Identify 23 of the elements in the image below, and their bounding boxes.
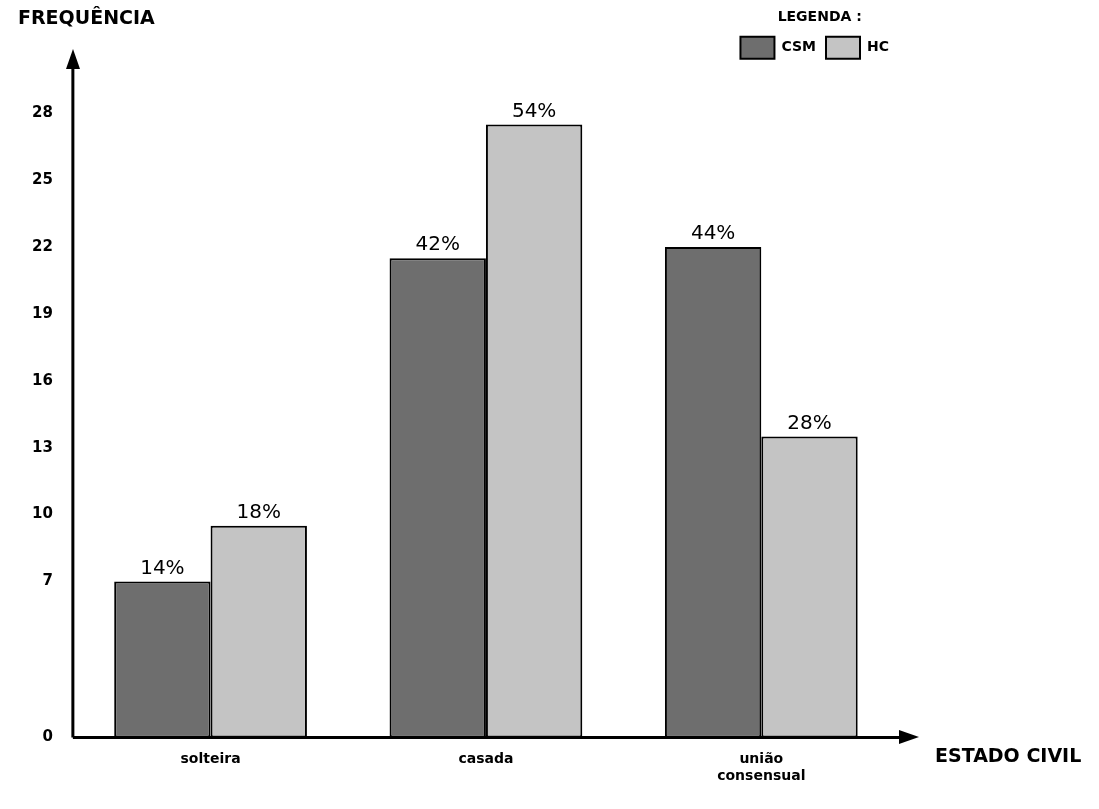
annotation: 14% [140,554,185,579]
y-tick-label: 16 [32,370,53,389]
annotation: 18% [236,498,281,523]
y-tick-label: 0 [42,727,53,746]
x-axis-title: ESTADO CIVIL [935,744,1082,767]
x-tick-label: solteira [180,750,241,767]
y-tick-label: 25 [32,170,53,189]
annotation: 44% [690,220,736,245]
annotation: 28% [787,409,832,434]
x-tick-label: casada [458,750,514,767]
y-tick-label: 19 [32,303,53,322]
y-tick-label: 22 [32,236,53,255]
y-tick-label: 13 [32,437,53,456]
legend-title: LEGENDA : [777,7,862,24]
y-axis-title: FREQUÊNCIA [18,5,156,28]
y-tick-label: 7 [42,571,53,590]
y-tick-label: 28 [32,103,53,122]
x-tick-label: união consensual [717,750,806,784]
annotation: 54% [511,97,557,122]
legend-label: CSM [781,38,817,55]
annotation: 42% [415,231,460,256]
legend-label: HC [867,38,890,55]
y-tick-label: 10 [32,504,53,523]
